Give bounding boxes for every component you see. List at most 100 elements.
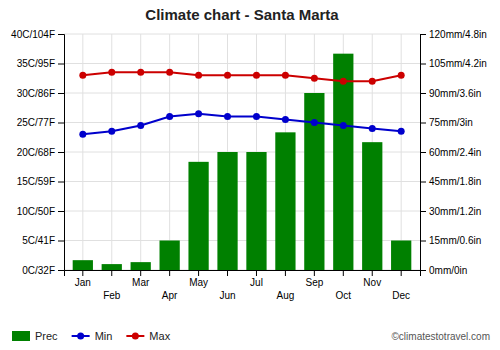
marker	[253, 113, 260, 120]
marker	[224, 72, 231, 79]
marker	[369, 78, 376, 85]
bar	[304, 93, 324, 270]
tick-label: 20C/68F	[17, 147, 55, 158]
tick-mark	[58, 152, 64, 153]
tick: 45mm/1.8in	[420, 176, 481, 187]
tick-mark	[58, 34, 64, 35]
tick: Jan	[75, 270, 91, 288]
tick-mark	[82, 270, 83, 276]
tick: Mar	[132, 270, 150, 288]
tick: 0C/32F	[22, 265, 64, 276]
tick-label: 25C/77F	[17, 117, 55, 128]
marker	[195, 72, 202, 79]
title: Climate chart - Santa Marta	[145, 6, 339, 23]
axis: 0C/32F 5C/41F 10C/50F 15C/59F 20C/68F 25C/77F…	[11, 29, 64, 276]
axis-line	[421, 35, 427, 271]
tick: 90mm/3.6in	[420, 88, 481, 99]
tick: 10C/50F	[17, 206, 64, 217]
legend-label: Prec	[35, 330, 58, 342]
tick-label: Oct	[336, 290, 352, 301]
tick-label: 75mm/3in	[429, 117, 473, 128]
tick: Nov	[363, 270, 381, 288]
bar	[246, 152, 266, 270]
tick-label: 10C/50F	[17, 206, 55, 217]
marker	[311, 119, 318, 126]
grid-line	[64, 63, 420, 64]
grid-line	[401, 34, 402, 270]
tick: 25C/77F	[17, 117, 64, 128]
tick-label: 40C/104F	[11, 29, 55, 40]
tick-mark	[58, 241, 64, 242]
tick-label: 45mm/1.8in	[429, 176, 481, 187]
legend-label: Min	[95, 330, 113, 342]
tick-label: 90mm/3.6in	[429, 88, 481, 99]
legend-item: Max	[126, 330, 170, 342]
legend-swatch	[77, 333, 84, 340]
tick-mark	[420, 64, 426, 65]
marker	[369, 125, 376, 132]
bar	[188, 162, 208, 270]
tick-label: May	[189, 277, 208, 288]
tick-mark	[198, 270, 199, 276]
tick-mark	[58, 64, 64, 65]
tick: 5C/41F	[22, 235, 64, 246]
marks	[73, 54, 412, 270]
tick-label: Nov	[363, 277, 381, 288]
bar	[160, 241, 180, 271]
marker	[166, 69, 173, 76]
legend: Prec Min Max	[12, 330, 171, 342]
tick-mark	[372, 270, 373, 276]
tick: 120mm/4.8in	[420, 29, 487, 40]
tick-mark	[285, 270, 286, 276]
marker	[340, 78, 347, 85]
tick-mark	[420, 93, 426, 94]
tick-mark	[420, 123, 426, 124]
tick-mark	[420, 241, 426, 242]
tick: 15C/59F	[17, 176, 64, 187]
marker	[253, 72, 260, 79]
tick-mark	[58, 270, 64, 271]
tick: May	[189, 270, 208, 288]
chart: 0C/32F 5C/41F 10C/50F 15C/59F 20C/68F 25C/77F…	[0, 0, 500, 350]
tick-label: Dec	[392, 290, 410, 301]
marker	[137, 122, 144, 129]
bar	[391, 241, 411, 271]
axis: JanFebMarAprMayJunJulAugSepOctNovDec	[65, 270, 421, 301]
tick-mark	[140, 270, 141, 276]
legend-swatch	[132, 333, 139, 340]
tick-mark	[58, 123, 64, 124]
legend-item: Min	[72, 330, 113, 342]
grid-line	[82, 34, 83, 270]
tick-label: Sep	[305, 277, 323, 288]
line-series	[79, 69, 404, 85]
grid	[64, 34, 420, 270]
bar	[73, 260, 93, 270]
marker	[79, 72, 86, 79]
bar	[362, 142, 382, 270]
marker	[340, 122, 347, 129]
tick-label: 5C/41F	[22, 235, 55, 246]
tick: 35C/95F	[17, 58, 64, 69]
tick: Feb	[103, 270, 121, 301]
marker	[108, 128, 115, 135]
tick: Dec	[392, 270, 410, 301]
tick-mark	[420, 211, 426, 212]
tick-mark	[111, 270, 112, 276]
tick: 30mm/1.2in	[420, 206, 481, 217]
tick-label: 0C/32F	[22, 265, 55, 276]
tick-mark	[256, 270, 257, 276]
plot: 0C/32F 5C/41F 10C/50F 15C/59F 20C/68F 25C/77F…	[11, 29, 487, 301]
tick: Jun	[219, 270, 235, 301]
tick-label: 15mm/0.6in	[429, 235, 481, 246]
tick-label: Apr	[162, 290, 178, 301]
tick-mark	[420, 182, 426, 183]
tick-label: Jan	[75, 277, 91, 288]
tick: 30C/86F	[17, 88, 64, 99]
axis: 0mm/0in15mm/0.6in30mm/1.2in45mm/1.8in60m…	[420, 29, 487, 276]
tick-label: Aug	[277, 290, 295, 301]
marker	[79, 131, 86, 138]
tick: 15mm/0.6in	[420, 235, 481, 246]
bar	[275, 132, 295, 270]
marker	[282, 72, 289, 79]
tick: Oct	[336, 270, 352, 301]
